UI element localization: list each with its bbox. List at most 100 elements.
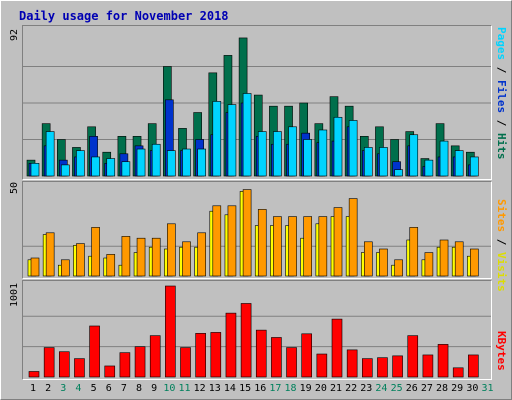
sites-bar-day-25 <box>394 259 403 277</box>
top-panel-legend: Pages / Files / Hits <box>495 27 508 160</box>
kbytes-bar-day-9 <box>149 335 161 378</box>
day-label-1: 1 <box>29 383 37 394</box>
day-label-30: 30 <box>466 383 479 394</box>
kbytes-bar-day-25 <box>392 355 403 378</box>
legend-hits: Hits <box>495 133 508 160</box>
sites-bar-day-13 <box>212 205 222 277</box>
day-label-8: 8 <box>136 383 143 394</box>
pages-bar-day-10 <box>167 150 176 177</box>
kbytes-bar-day-16 <box>255 329 267 378</box>
pages-bar-day-6 <box>106 158 116 177</box>
sites-bar-day-6 <box>106 254 116 277</box>
pages-bar-day-11 <box>182 148 191 177</box>
sites-bar-day-18 <box>288 216 297 277</box>
day-label-25: 25 <box>390 383 403 394</box>
legend-sep-3: / <box>495 232 508 252</box>
pages-bar-day-12 <box>197 148 206 177</box>
sites-bar-day-1 <box>30 257 40 277</box>
legend-files: Files <box>495 80 508 114</box>
sites-bar-day-29 <box>454 241 464 277</box>
sites-bar-day-11 <box>182 241 191 277</box>
legend-pages: Pages <box>495 27 508 61</box>
kbytes-bar-day-12 <box>195 333 206 378</box>
kbytes-bar-day-18 <box>286 347 297 378</box>
pages-bar-day-13 <box>212 101 222 177</box>
hits-files-pages-panel <box>22 25 492 180</box>
mid-panel-max-label: 50 <box>9 181 20 194</box>
day-label-24: 24 <box>375 383 388 394</box>
sites-bar-day-5 <box>91 227 100 277</box>
kbytes-bar-day-23 <box>361 358 373 378</box>
sites-bar-day-7 <box>121 236 131 277</box>
pages-bar-day-14 <box>227 104 237 177</box>
day-axis: 1 2 3 4 5 6 7 8 9 10 11 12 13 14 15 16 17 18 19 20 21 22 23 24 2… <box>22 383 494 397</box>
kbytes-bar-day-13 <box>210 332 222 378</box>
pages-bar-day-21 <box>333 116 343 177</box>
day-label-2: 2 <box>45 383 52 394</box>
sites-bar-day-26 <box>409 227 419 277</box>
kbytes-bar-day-8 <box>134 346 146 378</box>
day-label-9: 9 <box>151 383 158 394</box>
day-label-22: 22 <box>345 383 358 394</box>
day-label-19: 19 <box>299 383 312 394</box>
pages-bar-day-22 <box>348 120 358 177</box>
kbytes-bar-day-6 <box>104 365 116 378</box>
day-label-23: 23 <box>360 383 373 394</box>
pages-bar-day-25 <box>394 169 403 177</box>
day-label-13: 13 <box>208 383 221 394</box>
day-label-20: 20 <box>314 383 327 394</box>
top-panel-max-label: 92 <box>9 28 20 41</box>
kbytes-bar-day-28 <box>437 344 449 378</box>
sites-bar-day-10 <box>167 223 176 277</box>
day-label-5: 5 <box>90 383 97 394</box>
pages-bar-day-28 <box>439 140 449 177</box>
day-label-10: 10 <box>163 383 176 394</box>
pages-bar-day-2 <box>45 131 55 177</box>
kbytes-bar-day-11 <box>180 347 191 378</box>
day-label-16: 16 <box>254 383 267 394</box>
kbytes-bar-day-27 <box>422 354 434 378</box>
legend-sites: Sites <box>495 199 508 233</box>
sites-bar-day-21 <box>333 207 343 277</box>
chart-title: Daily usage for November 2018 <box>19 9 229 23</box>
kbytes-bar-day-26 <box>407 335 419 378</box>
visits-sites-panel <box>22 181 492 279</box>
pages-bar-day-15 <box>242 93 252 177</box>
kbytes-bar-day-3 <box>58 351 70 378</box>
pages-bar-day-20 <box>318 129 328 177</box>
sites-bar-day-17 <box>273 216 282 277</box>
legend-visits: Visits <box>495 252 508 292</box>
kbytes-plot <box>23 285 491 378</box>
visits-sites-plot <box>23 189 491 277</box>
day-label-27: 27 <box>420 383 433 394</box>
kbytes-bar-day-30 <box>468 354 479 378</box>
sites-bar-day-20 <box>318 216 328 277</box>
sites-bar-day-16 <box>257 209 267 277</box>
pages-bar-day-18 <box>288 126 297 177</box>
pages-bar-day-24 <box>379 147 388 177</box>
sites-bar-day-12 <box>197 232 206 277</box>
sites-bar-day-8 <box>136 237 146 277</box>
sites-bar-day-22 <box>348 198 358 277</box>
legend-sep-2: / <box>495 113 508 133</box>
bot-panel-max-label: 1001 <box>9 282 20 307</box>
sites-bar-day-15 <box>242 189 252 277</box>
pages-bar-day-4 <box>76 150 85 177</box>
kbytes-bar-day-29 <box>452 367 464 378</box>
legend-sep-1: / <box>495 60 508 80</box>
day-label-12: 12 <box>193 383 206 394</box>
pages-bar-day-16 <box>257 131 267 177</box>
day-label-14: 14 <box>223 383 236 394</box>
pages-bar-day-29 <box>454 150 464 177</box>
kbytes-bar-day-5 <box>89 325 100 378</box>
pages-bar-day-7 <box>121 161 131 177</box>
hits-files-pages-plot <box>23 37 491 177</box>
day-label-21: 21 <box>329 383 343 394</box>
sites-bar-day-28 <box>439 239 449 277</box>
kbytes-bar-day-1 <box>28 371 40 378</box>
sites-bar-day-23 <box>363 241 373 277</box>
day-label-18: 18 <box>284 383 297 394</box>
pages-bar-day-1 <box>30 163 40 177</box>
pages-bar-day-9 <box>151 143 161 177</box>
